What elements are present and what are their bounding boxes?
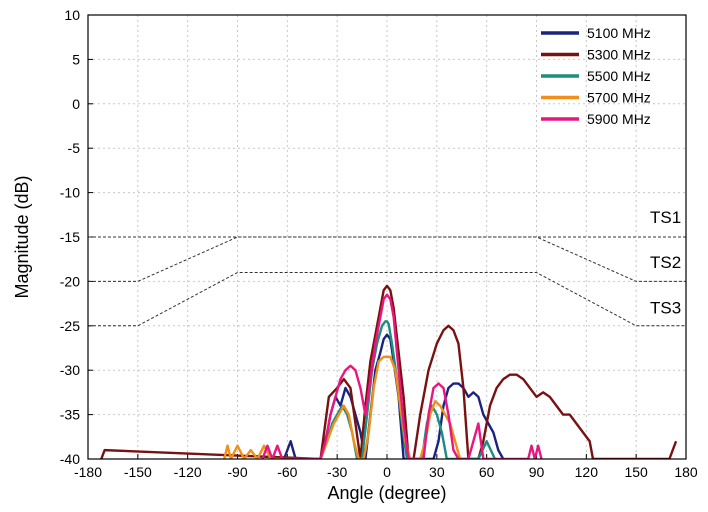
mask-label-ts2: TS2 [650, 253, 681, 272]
x-tick-label: 150 [624, 464, 648, 480]
mask-line-ts1 [88, 236, 686, 282]
mask-lines [88, 236, 686, 327]
x-tick-label: 30 [429, 464, 445, 480]
x-tick-labels: -180 -150 -120 -90 -60 -30 0 30 60 90 120 150 180 [74, 464, 698, 480]
y-tick-labels: 10 5 0 -5 -10 -15 -20 -25 -30 -35 -40 [60, 7, 80, 467]
legend-label-3: 5500 MHz [587, 68, 651, 84]
x-tick-label: 60 [479, 464, 495, 480]
legend-label-4: 5700 MHz [587, 90, 651, 106]
data-series [100, 284, 678, 459]
legend: 5100 MHz 5300 MHz 5500 MHz 5700 MHz 5900 MHz [541, 25, 651, 127]
mask-line-ts2 [88, 272, 686, 327]
mask-labels: TS1 TS2 TS3 [650, 208, 681, 318]
x-tick-label: -180 [74, 464, 102, 480]
series-line-4 [223, 355, 462, 459]
y-tick-label: 5 [72, 51, 80, 67]
mask-label-ts1: TS1 [650, 208, 681, 227]
x-tick-label: -150 [124, 464, 152, 480]
x-tick-label: 120 [575, 464, 599, 480]
y-tick-label: -5 [68, 140, 81, 156]
x-tick-label: -30 [327, 464, 347, 480]
y-tick-label: -30 [60, 362, 80, 378]
y-tick-label: -15 [60, 229, 80, 245]
x-tick-label: -90 [227, 464, 247, 480]
y-tick-label: 0 [72, 96, 80, 112]
x-tick-label: 0 [383, 464, 391, 480]
x-axis-title: Angle (degree) [327, 483, 446, 503]
y-tick-label: -10 [60, 185, 80, 201]
legend-label-1: 5100 MHz [587, 25, 651, 41]
x-tick-label: -60 [277, 464, 297, 480]
y-axis-title: Magnitude (dB) [12, 175, 32, 298]
y-tick-label: 10 [64, 7, 80, 23]
y-tick-label: -20 [60, 273, 80, 289]
x-tick-label: 180 [674, 464, 698, 480]
y-tick-label: -40 [60, 451, 80, 467]
plot-frame [87, 14, 687, 460]
grid [87, 14, 687, 460]
y-tick-label: -25 [60, 318, 80, 334]
series-line-5 [261, 293, 543, 459]
legend-label-5: 5900 MHz [587, 111, 651, 127]
series-line-2 [100, 284, 678, 459]
x-tick-label: 90 [529, 464, 545, 480]
mask-label-ts3: TS3 [650, 298, 681, 317]
y-tick-label: -35 [60, 407, 80, 423]
x-tick-label: -120 [174, 464, 202, 480]
legend-label-2: 5300 MHz [587, 47, 651, 63]
